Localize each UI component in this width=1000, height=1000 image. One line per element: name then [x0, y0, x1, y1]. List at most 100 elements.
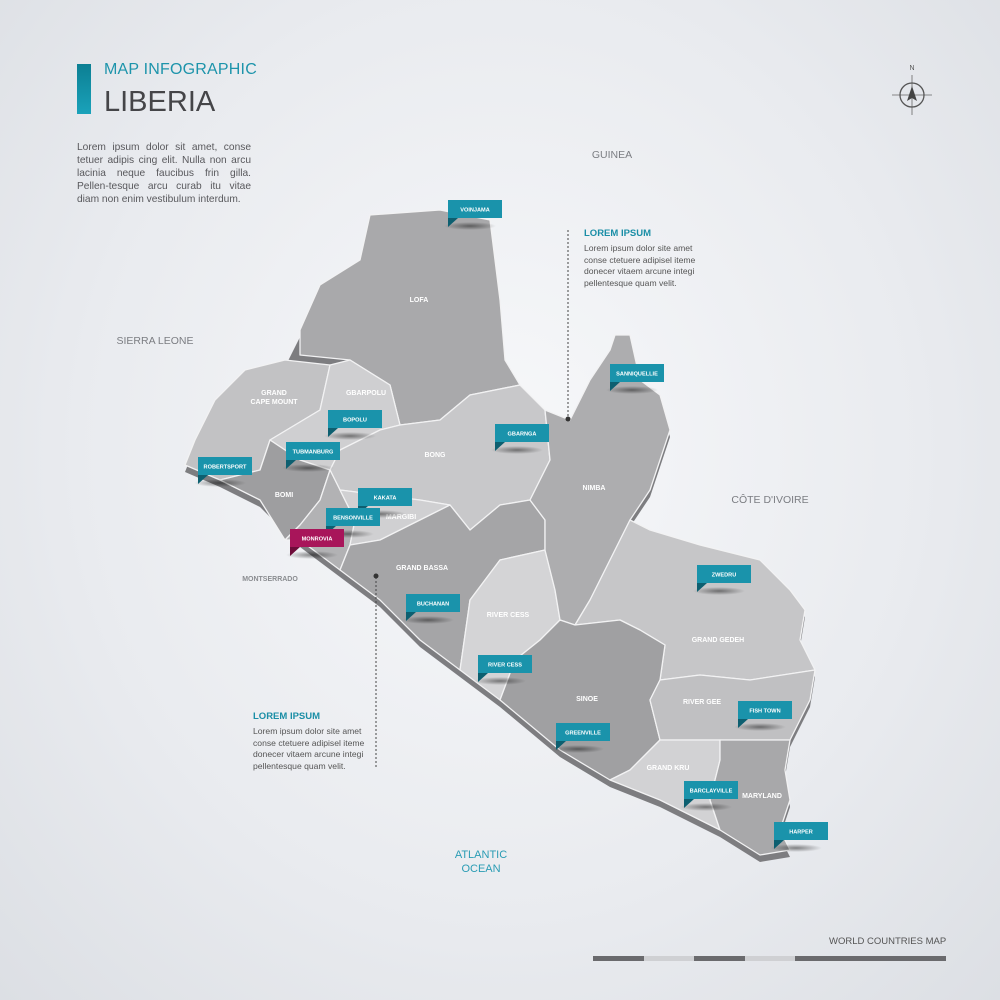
city-label: GREENVILLE	[565, 731, 601, 737]
pin-shadow	[444, 222, 496, 230]
pin-flag	[406, 594, 460, 612]
page-title: LIBERIA	[104, 86, 216, 118]
callout-title: LOREM IPSUM	[584, 228, 652, 239]
pin-tail	[556, 741, 566, 750]
subtitle: MAP INFOGRAPHIC	[104, 61, 257, 78]
pin-tail	[286, 460, 296, 469]
pin-flag	[358, 488, 412, 506]
city-label: BUCHANAN	[417, 602, 449, 608]
city-label: TUBMANBURG	[293, 450, 334, 456]
pin-tail	[448, 218, 458, 227]
compass-icon: N	[892, 65, 932, 115]
county-label-sinoe: SINOE	[576, 696, 598, 703]
pin-shadow	[606, 386, 658, 394]
pin-shadow	[693, 587, 745, 595]
city-label: SANNIQUELLIE	[616, 372, 658, 378]
pin-shadow	[552, 745, 604, 753]
pin-tail	[738, 719, 748, 728]
pin-flag	[556, 723, 610, 741]
neighbor-sierra-leone: SIERRA LEONE	[116, 335, 193, 347]
pin-flag	[738, 701, 792, 719]
scale-bar	[593, 956, 946, 961]
county-label-grand-cape-mount-2: CAPE MOUNT	[250, 399, 298, 406]
pin-flag	[328, 410, 382, 428]
county-label-gbarpolu: GBARPOLU	[346, 390, 386, 397]
pin-tail	[684, 799, 694, 808]
city-label: ROBERTSPORT	[204, 465, 247, 471]
pin-flag	[610, 364, 664, 382]
county-label-grand-gedeh: GRAND GEDEH	[692, 637, 745, 644]
city-label: BENSONVILLE	[333, 516, 373, 522]
city-label: ZWEDRU	[712, 573, 737, 579]
callout-bottom: LOREM IPSUM Lorem ipsum dolor site amet …	[253, 711, 373, 772]
ocean-label-1: ATLANTIC	[455, 849, 507, 861]
pin-flag	[697, 565, 751, 583]
pin-flag	[326, 508, 380, 526]
pin-shadow	[402, 616, 454, 624]
callout-dot-top	[565, 416, 571, 422]
callout-text: Lorem ipsum dolor site amet conse ctetue…	[584, 243, 696, 288]
city-label: HARPER	[789, 830, 813, 836]
county-label-river-cess: RIVER CESS	[487, 612, 530, 619]
city-pin-sanniquellie[interactable]: SANNIQUELLIE	[606, 364, 664, 394]
city-label: RIVER CESS	[488, 663, 522, 669]
city-pin-fish-town[interactable]: FISH TOWN	[734, 701, 792, 731]
city-label: GBARNGA	[508, 432, 537, 438]
city-pin-voinjama[interactable]: VOINJAMA	[444, 200, 502, 230]
county-label-grand-bassa: GRAND BASSA	[396, 565, 448, 572]
pin-shadow	[324, 432, 376, 440]
county-label-nimba: NIMBA	[583, 485, 606, 492]
city-pin-robertsport[interactable]: ROBERTSPORT	[194, 457, 252, 487]
pin-tail	[198, 475, 208, 484]
callout-top: LOREM IPSUM Lorem ipsum dolor site amet …	[584, 228, 704, 289]
county-label-bong: BONG	[425, 452, 447, 459]
pin-shadow	[734, 723, 786, 731]
county-label-grand-cape-mount-1: GRAND	[261, 390, 287, 397]
county-label-bomi: BOMI	[275, 492, 293, 499]
pin-shadow	[680, 803, 732, 811]
city-label: BARCLAYVILLE	[690, 789, 733, 795]
neighbor-guinea: GUINEA	[592, 149, 632, 161]
accent-bar	[77, 64, 91, 114]
city-pin-tubmanburg[interactable]: TUBMANBURG	[282, 442, 340, 472]
callout-title: LOREM IPSUM	[253, 711, 321, 722]
pin-tail	[610, 382, 620, 391]
pin-tail	[697, 583, 707, 592]
city-pin-monrovia[interactable]: MONROVIA	[286, 529, 344, 559]
city-pin-barclayville[interactable]: BARCLAYVILLE	[680, 781, 738, 811]
pin-flag	[286, 442, 340, 460]
city-pin-buchanan[interactable]: BUCHANAN	[402, 594, 460, 624]
callout-dot-bottom	[373, 573, 379, 579]
pin-shadow	[282, 464, 334, 472]
city-pin-zwedru[interactable]: ZWEDRU	[693, 565, 751, 595]
pin-tail	[478, 673, 488, 682]
pin-shadow	[491, 446, 543, 454]
city-pin-harper[interactable]: HARPER	[770, 822, 828, 852]
county-label-river-gee: RIVER GEE	[683, 699, 721, 706]
city-pin-bopolu[interactable]: BOPOLU	[324, 410, 382, 440]
neighbor-cote-divoire: CÔTE D'IVOIRE	[731, 493, 808, 506]
pin-flag	[495, 424, 549, 442]
pin-shadow	[474, 677, 526, 685]
city-pin-gbarnga[interactable]: GBARNGA	[491, 424, 549, 454]
callout-text: Lorem ipsum dolor site amet conse ctetue…	[253, 726, 365, 771]
pin-shadow	[770, 844, 822, 852]
county-label-montserrado: MONTSERRADO	[242, 576, 298, 583]
pin-flag	[290, 529, 344, 547]
pin-tail	[290, 547, 300, 556]
pin-flag	[774, 822, 828, 840]
intro-text: Lorem ipsum dolor sit amet, conse tetuer…	[77, 142, 251, 205]
pin-shadow	[286, 551, 338, 559]
pin-tail	[328, 428, 338, 437]
city-pin-greenville[interactable]: GREENVILLE	[552, 723, 610, 753]
county-label-maryland: MARYLAND	[742, 793, 782, 800]
county-label-margibi: MARGIBI	[386, 514, 416, 521]
county-label-grand-kru: GRAND KRU	[647, 765, 690, 772]
city-label: KAKATA	[374, 496, 397, 502]
pin-flag	[198, 457, 252, 475]
city-label: MONROVIA	[302, 537, 333, 543]
pin-tail	[406, 612, 416, 621]
city-pin-river-cess[interactable]: RIVER CESS	[474, 655, 532, 685]
county-label-lofa: LOFA	[410, 297, 429, 304]
